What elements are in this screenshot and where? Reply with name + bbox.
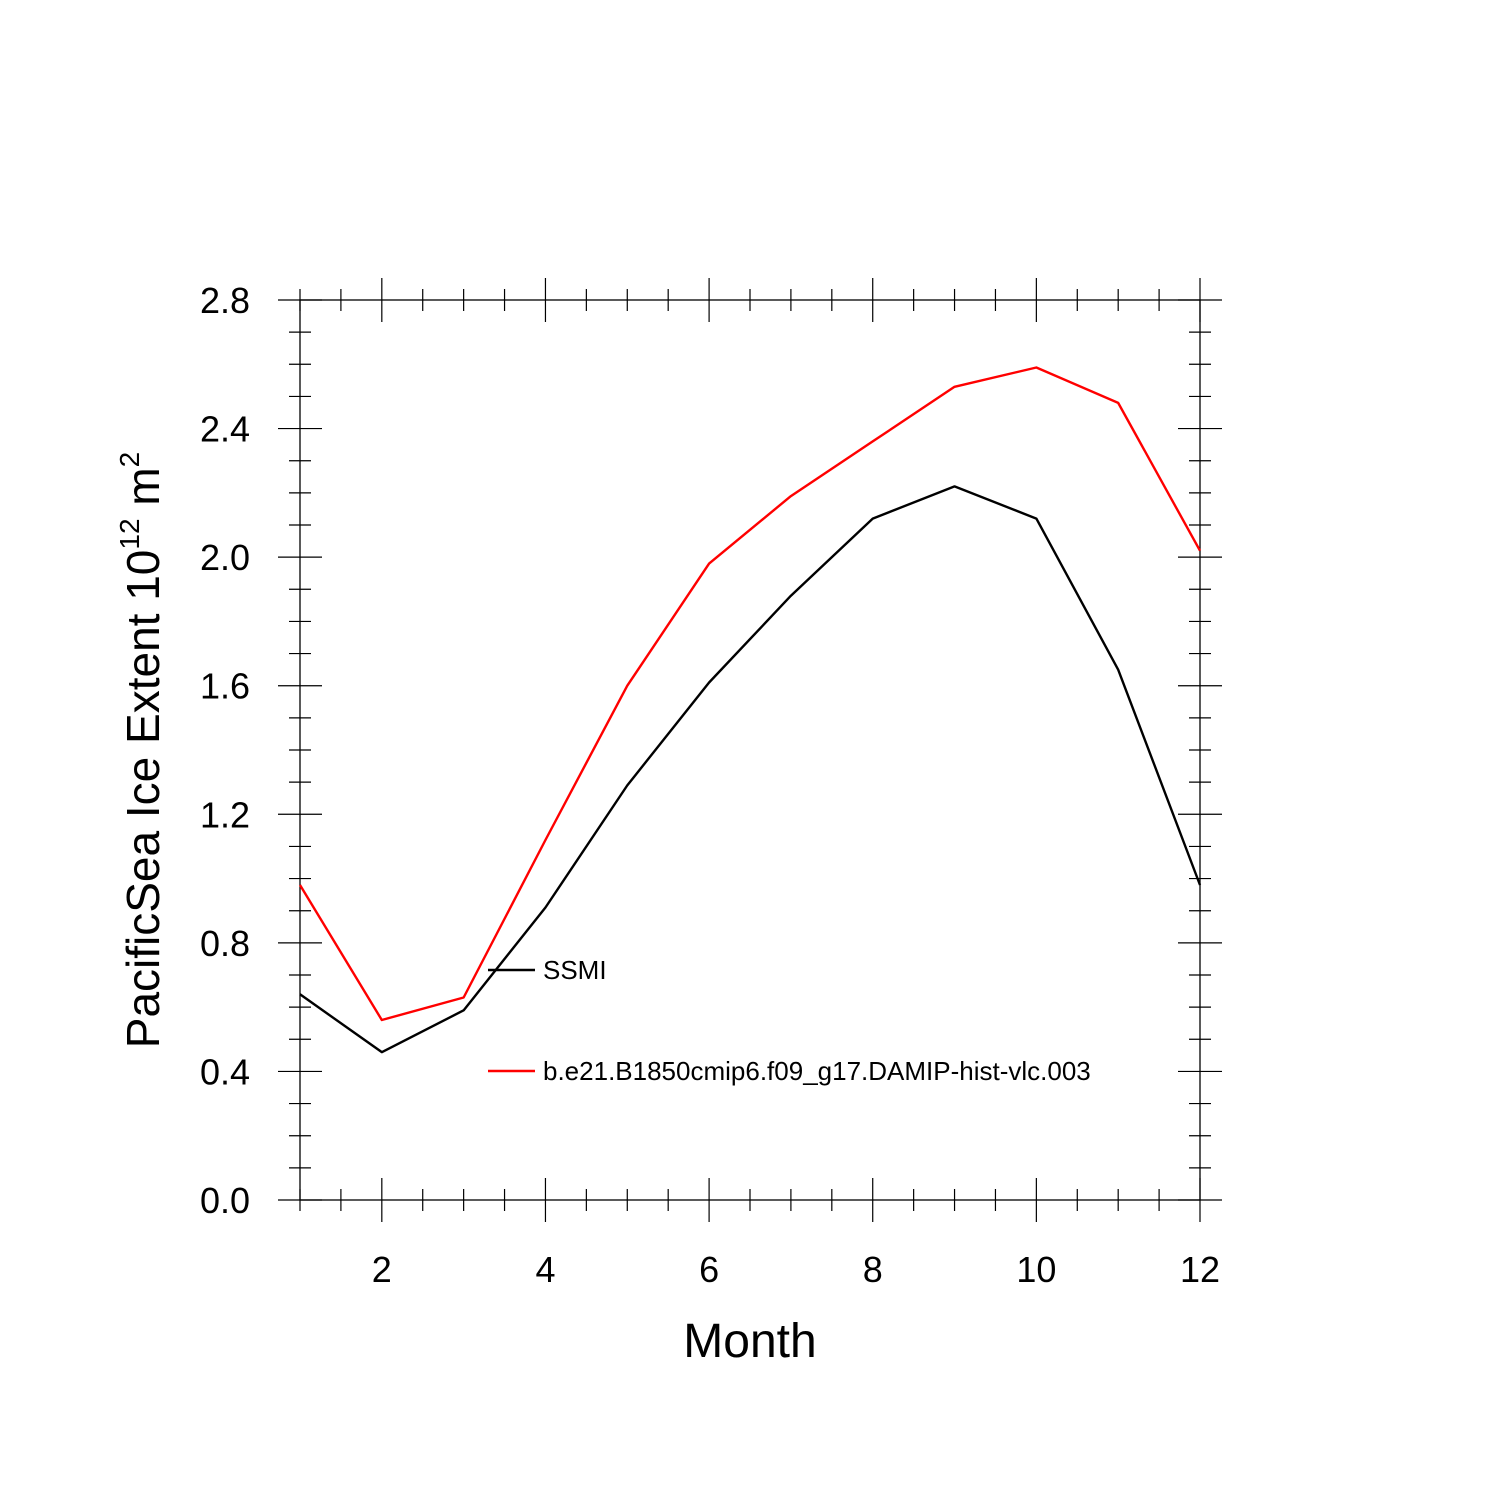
y-axis-title-main: PacificSea Ice Extent 10 — [117, 550, 169, 1049]
x-tick-label: 4 — [535, 1249, 555, 1290]
x-tick-label: 10 — [1016, 1249, 1056, 1290]
x-tick-label: 2 — [372, 1249, 392, 1290]
y-tick-label: 1.6 — [200, 666, 250, 707]
y-tick-label: 2.0 — [200, 537, 250, 578]
x-tick-label: 12 — [1180, 1249, 1220, 1290]
series-line-2 — [298, 366, 1202, 1022]
y-tick-label: 2.4 — [200, 409, 250, 450]
y-tick-label: 2.8 — [200, 280, 250, 321]
axis-tick-labels: 2 4 6 8 10 12 0.0 0.4 0.8 1.2 1.6 2.0 2.4 2.8 — [200, 280, 1220, 1290]
series-line-1 — [299, 485, 1202, 1054]
y-axis-title-unit: m — [117, 467, 169, 518]
y-axis-title-unit-exponent: 2 — [114, 452, 145, 468]
x-tick-label: 6 — [699, 1249, 719, 1290]
y-axis-title-exponent: 12 — [114, 518, 145, 549]
axis-ticks — [278, 278, 1222, 1222]
legend: SSMI b.e21.B1850cmip6.f09_g17.DAMIP-hist-… — [488, 955, 1091, 1086]
y-axis-title: PacificSea Ice Extent 1012 m2 — [114, 452, 169, 1048]
x-axis-title: Month — [683, 1315, 816, 1368]
y-tick-label: 0.0 — [200, 1180, 250, 1221]
legend-label-2: b.e21.B1850cmip6.f09_g17.DAMIP-hist-vlc.… — [543, 1056, 1091, 1086]
legend-label-1: SSMI — [543, 955, 607, 985]
y-tick-label: 0.8 — [200, 923, 250, 964]
x-tick-label: 8 — [863, 1249, 883, 1290]
y-tick-label: 1.2 — [200, 794, 250, 835]
y-tick-label: 0.4 — [200, 1051, 250, 1092]
series-lines — [298, 366, 1202, 1054]
